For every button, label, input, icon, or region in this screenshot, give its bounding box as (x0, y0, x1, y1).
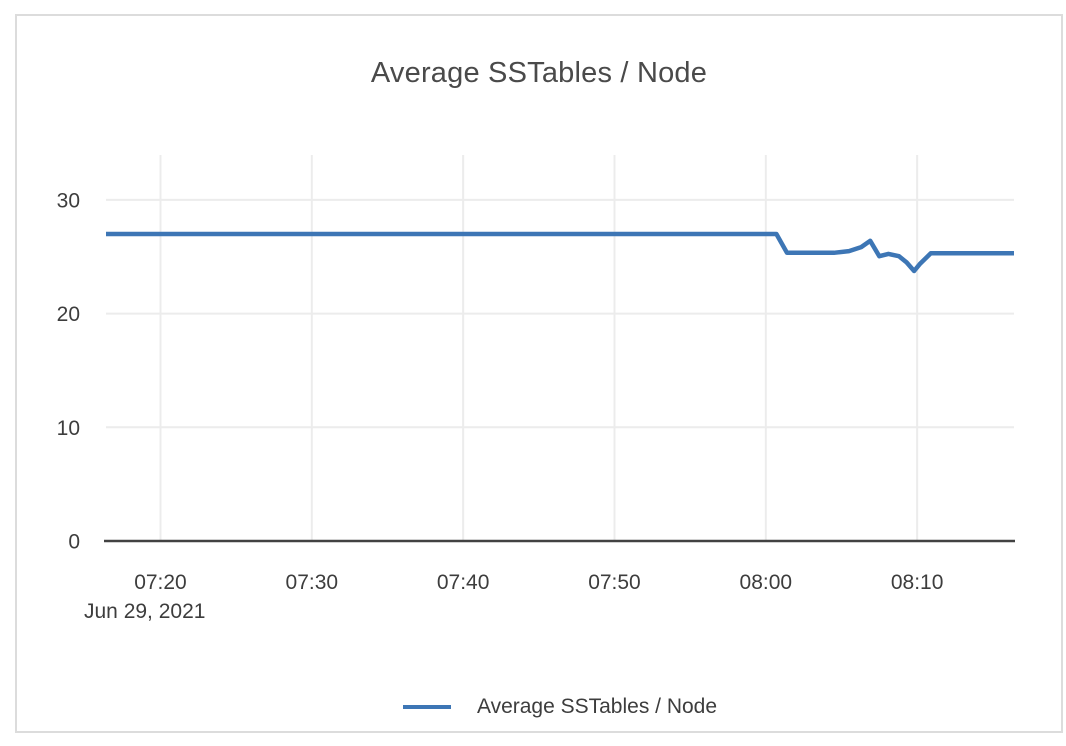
y-tick-label: 30 (57, 189, 80, 212)
y-tick-label: 10 (57, 417, 80, 440)
x-axis-date-label: Jun 29, 2021 (84, 600, 205, 623)
legend-label: Average SSTables / Node (476, 695, 718, 718)
x-tick-label: 08:10 (891, 571, 944, 594)
grid-layer (106, 155, 1014, 541)
series-layer (106, 231, 1014, 274)
chart-title: Average SSTables / Node (370, 57, 708, 89)
y-tick-label: 0 (68, 531, 80, 554)
x-tick-label: 07:50 (588, 571, 641, 594)
series-line (106, 231, 1014, 274)
legend: Average SSTables / Node (106, 694, 1014, 720)
x-tick-label: 08:00 (740, 571, 793, 594)
y-tick-label: 20 (57, 303, 80, 326)
x-tick-label: 07:30 (286, 571, 339, 594)
legend-line-swatch (402, 705, 451, 709)
x-tick-label: 07:20 (134, 571, 187, 594)
label-layer: Jun 29, 2021 07:20 07:30 07:40 07:50 08:00 08… (57, 189, 944, 623)
x-tick-label: 07:40 (437, 571, 490, 594)
chart-card: Average SSTables / Node (15, 14, 1063, 733)
